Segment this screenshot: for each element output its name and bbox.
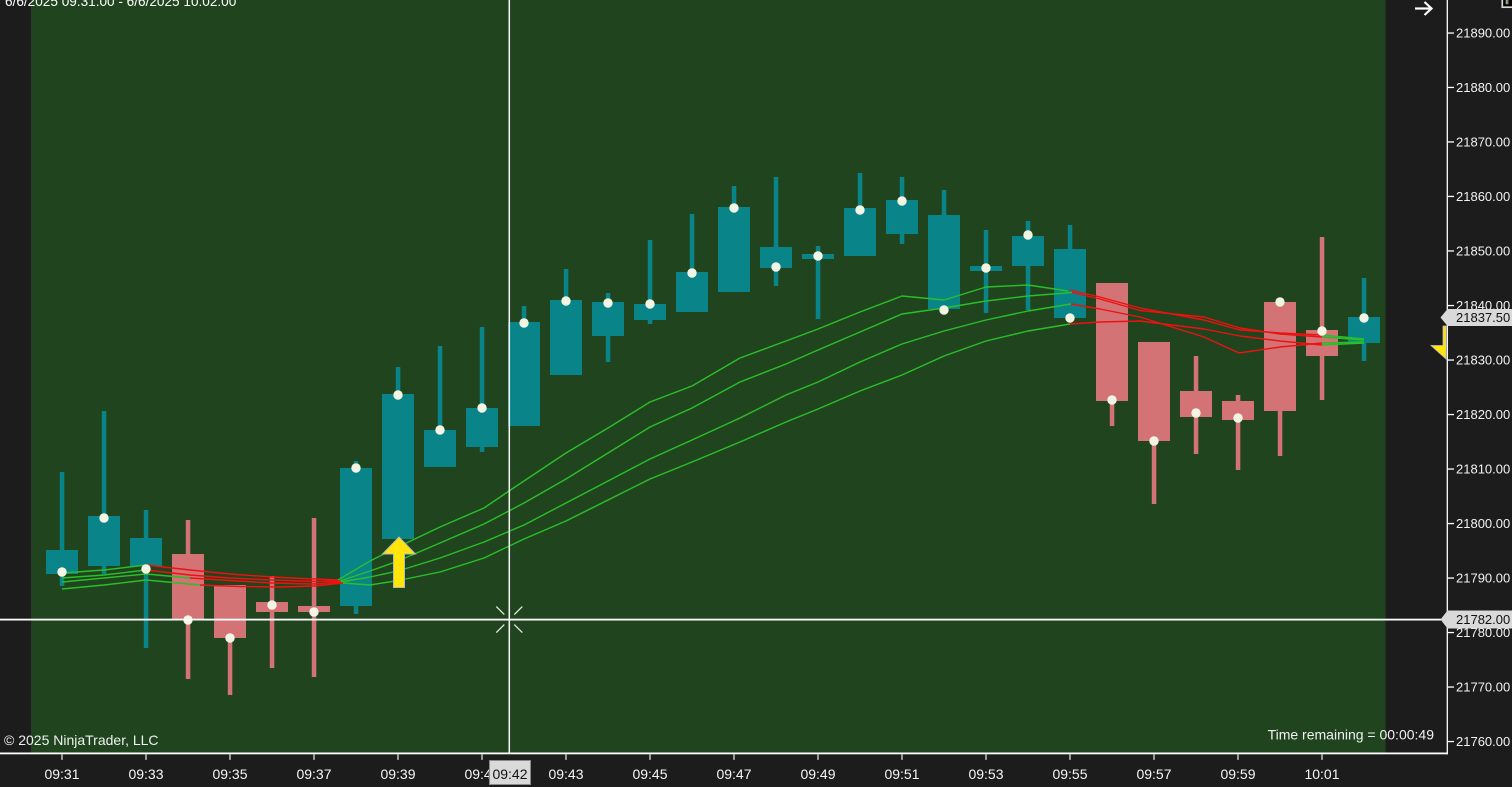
svg-text:21760.00: 21760.00 [1456, 734, 1510, 749]
svg-text:09:35: 09:35 [212, 766, 247, 782]
svg-text:09:53: 09:53 [968, 766, 1003, 782]
svg-text:21780.00: 21780.00 [1456, 625, 1510, 640]
svg-text:Time remaining = 00:00:49: Time remaining = 00:00:49 [1268, 727, 1435, 743]
svg-text:21820.00: 21820.00 [1456, 407, 1510, 422]
svg-text:09:37: 09:37 [296, 766, 331, 782]
svg-text:21890.00: 21890.00 [1456, 26, 1510, 41]
svg-text:09:45: 09:45 [632, 766, 667, 782]
svg-text:09:42: 09:42 [492, 766, 527, 782]
svg-text:09:39: 09:39 [380, 766, 415, 782]
svg-text:21880.00: 21880.00 [1456, 80, 1510, 95]
svg-text:09:59: 09:59 [1220, 766, 1255, 782]
svg-text:21837.50: 21837.50 [1456, 310, 1510, 325]
svg-text:09:31: 09:31 [44, 766, 79, 782]
svg-text:21770.00: 21770.00 [1456, 680, 1510, 695]
svg-text:21860.00: 21860.00 [1456, 189, 1510, 204]
svg-text:21810.00: 21810.00 [1456, 462, 1510, 477]
svg-text:09:57: 09:57 [1136, 766, 1171, 782]
svg-text:21870.00: 21870.00 [1456, 135, 1510, 150]
svg-text:21850.00: 21850.00 [1456, 244, 1510, 259]
svg-text:© 2025 NinjaTrader, LLC: © 2025 NinjaTrader, LLC [4, 732, 159, 748]
svg-text:21782.00: 21782.00 [1456, 612, 1510, 627]
svg-text:6/6/2025 09:31:00 - 6/6/2025 1: 6/6/2025 09:31:00 - 6/6/2025 10:02:00 [5, 0, 237, 9]
svg-text:09:33: 09:33 [128, 766, 163, 782]
svg-text:09:55: 09:55 [1052, 766, 1087, 782]
svg-text:09:49: 09:49 [800, 766, 835, 782]
svg-text:09:51: 09:51 [884, 766, 919, 782]
svg-text:10:01: 10:01 [1304, 766, 1339, 782]
svg-text:09:47: 09:47 [716, 766, 751, 782]
svg-text:21830.00: 21830.00 [1456, 353, 1510, 368]
svg-text:21790.00: 21790.00 [1456, 571, 1510, 586]
svg-text:09:43: 09:43 [548, 766, 583, 782]
svg-text:21800.00: 21800.00 [1456, 516, 1510, 531]
